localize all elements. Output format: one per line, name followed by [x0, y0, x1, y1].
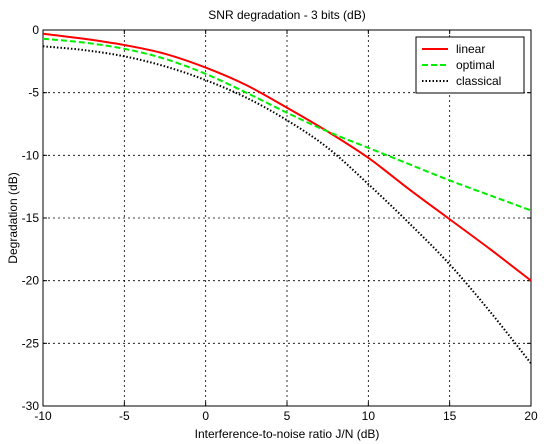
x-tick-label: 20 — [524, 409, 538, 423]
y-tick-label: -10 — [22, 148, 40, 162]
legend-label-classical: classical — [456, 74, 501, 88]
ticks: -10 -5 0 5 10 15 20 0 -5 -10 -15 -20 -25 -30 — [22, 23, 538, 423]
x-tick-label: 5 — [284, 409, 291, 423]
y-tick-label: -20 — [22, 274, 40, 288]
y-tick-label: -30 — [22, 399, 40, 413]
y-tick-label: -5 — [28, 86, 39, 100]
x-axis-title: Interference-to-noise ratio J/N (dB) — [195, 427, 380, 441]
x-tick-label: 0 — [202, 409, 209, 423]
series-line-linear — [42, 32, 532, 282]
series-line-optimal — [42, 37, 532, 212]
x-tick-label: 10 — [362, 409, 376, 423]
legend: linear optimal classical — [415, 36, 525, 94]
x-tick-label: -5 — [119, 409, 130, 423]
x-tick-label: 15 — [443, 409, 457, 423]
chart-title: SNR degradation - 3 bits (dB) — [208, 8, 365, 22]
y-axis-title: Degradation (dB) — [6, 172, 20, 263]
y-tick-label: 0 — [32, 23, 39, 37]
x-tick-label: -10 — [34, 409, 52, 423]
y-tick-label: -15 — [22, 211, 40, 225]
y-tick-label: -25 — [22, 336, 40, 350]
legend-label-linear: linear — [456, 42, 485, 56]
series-lines — [42, 32, 532, 365]
legend-label-optimal: optimal — [456, 58, 495, 72]
